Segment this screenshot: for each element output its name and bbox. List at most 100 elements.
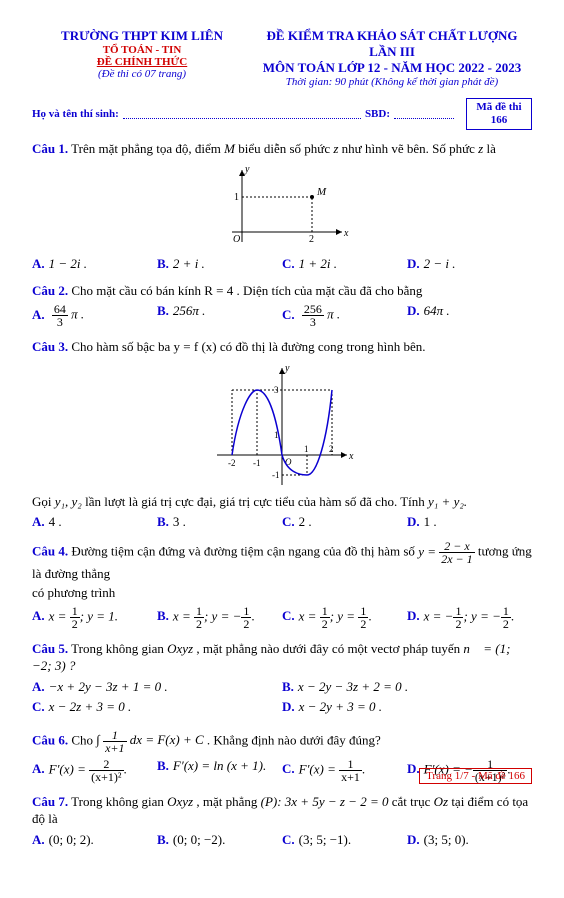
q5-D: x − 2y + 3 = 0 . [299,699,382,714]
q7-label: Câu 7. [32,794,68,809]
header-left: TRƯỜNG THPT KIM LIÊN TỔ TOÁN - TIN ĐỀ CH… [32,28,252,88]
svg-text:3: 3 [274,385,279,395]
sbd-dots [394,108,454,119]
q7-A: (0; 0; 2). [49,832,94,847]
svg-text:1: 1 [274,430,279,440]
q4-options: A.x = 12; y = 1. B.x = 12; y = −12. C.x … [32,605,532,630]
q2-A-label: A. [32,307,45,322]
q2-A-suf: π . [71,307,84,322]
q4-text-a: Đường tiệm cận đứng và đường tiệm cận ng… [71,544,418,559]
q3-options: A.4 . B.3 . C.2 . D.1 . [32,514,532,530]
q3-ylabel: y [284,363,290,374]
q3-C-label: C. [282,514,295,529]
q1-ylabel: y [244,164,250,175]
svg-text:2: 2 [329,444,334,454]
q4-text-c: có phương trình [32,585,532,601]
svg-text:-1: -1 [272,470,280,480]
svg-text:-1: -1 [253,458,261,468]
name-label: Họ và tên thí sinh: [32,108,119,120]
q6-B: F′(x) = ln (x + 1). [173,758,266,773]
q3-D-label: D. [407,514,420,529]
q3-text: Cho hàm số bậc ba y = f (x) có đồ thị là… [71,339,425,354]
q7-C: (3; 5; −1). [299,832,351,847]
q5-label: Câu 5. [32,641,68,656]
q2-text: Cho mặt cầu có bán kính R = 4 . Diện tíc… [71,283,422,298]
q7-text-c: cắt trục [392,794,434,809]
sbd-label: SBD: [365,108,390,120]
q1-D-label: D. [407,256,420,271]
q1-B-label: B. [157,256,169,271]
question-3: Câu 3. Cho hàm số bậc ba y = f (x) có đồ… [32,338,532,356]
q1-xlabel: x [343,228,349,239]
q5-B: x − 2y − 3z + 2 = 0 . [298,679,408,694]
q1-M: M [224,141,235,156]
official-stamp: ĐỀ CHÍNH THỨC [32,56,252,68]
q1-options: A.1 − 2i . B.2 + i . C.1 + 2i . D.2 − i … [32,256,532,272]
q3-label: Câu 3. [32,339,68,354]
q3-y1y2: y₁, y₂ [55,494,82,509]
q3-figure: x y O -2-1 12 31 -1 [207,360,357,490]
school-name: TRƯỜNG THPT KIM LIÊN [32,28,252,44]
question-5: Câu 5. Trong không gian Oxyz , mặt phẳng… [32,640,532,675]
q2-B: 256π . [173,303,206,318]
q7-options: A.(0; 0; 2). B.(0; 0; −2). C.(3; 5; −1).… [32,832,532,848]
exam-code: 166 [473,114,525,127]
q1-A-label: A. [32,256,45,271]
q1-A: 1 − 2i . [49,256,87,271]
q6-text-a: Cho [71,732,96,747]
q1-label: Câu 1. [32,141,68,156]
exam-title: ĐỀ KIỂM TRA KHẢO SÁT CHẤT LƯỢNG LẦN III [252,28,532,60]
q3-A: 4 . [49,514,62,529]
q1-origin: O [233,234,240,245]
candidate-info-row: Họ và tên thí sinh: SBD: Mã đề thi 166 [32,98,532,130]
name-dots [123,108,361,119]
q5-text-b: , mặt phẳng nào dưới đây có một vectơ ph… [196,641,463,656]
q1-z2: z [478,141,483,156]
q5-options: A.−x + 2y − 3z + 1 = 0 . B.x − 2y − 3z +… [32,679,532,719]
q5-A: −x + 2y − 3z + 1 = 0 . [49,679,168,694]
q1-figure: x y O M 1 2 [212,162,352,252]
q1-C-label: C. [282,256,295,271]
header-right: ĐỀ KIỂM TRA KHẢO SÁT CHẤT LƯỢNG LẦN III … [252,28,532,88]
q4-label: Câu 4. [32,544,68,559]
question-6: Câu 6. Cho ∫ 1x+1 dx = F(x) + C . Khẳng … [32,729,532,754]
q1-point-label: M [316,186,327,198]
q2-label: Câu 2. [32,283,68,298]
q2-D: 64π . [424,303,450,318]
q5-C: x − 2z + 3 = 0 . [49,699,132,714]
q7-text-a: Trong không gian [71,794,167,809]
q6-label: Câu 6. [32,732,68,747]
question-2: Câu 2. Cho mặt cầu có bán kính R = 4 . D… [32,282,532,300]
q1-text-a: Trên mặt phẳng tọa độ, điểm [71,141,224,156]
exam-header: TRƯỜNG THPT KIM LIÊN TỔ TOÁN - TIN ĐỀ CH… [32,28,532,88]
q7-D: (3; 5; 0). [424,832,469,847]
q1-text-d: là [486,141,495,156]
q2-D-label: D. [407,303,420,318]
q2-B-label: B. [157,303,169,318]
q6-text-b: . Khẳng định nào dưới đây đúng? [207,732,381,747]
q1-D: 2 − i . [424,256,456,271]
subject-line: MÔN TOÁN LỚP 12 - NĂM HỌC 2022 - 2023 [252,60,532,76]
q3-C: 2 . [299,514,312,529]
q3-B: 3 . [173,514,186,529]
q1-text-c: như hình vẽ bên. Số phức [342,141,479,156]
question-1: Câu 1. Trên mặt phẳng tọa độ, điểm M biể… [32,140,532,158]
dept-name: TỔ TOÁN - TIN [32,44,252,56]
q2-C-suf: π . [327,307,340,322]
page-footer: Trang 1/7 - Mã đề 166 [419,768,532,784]
q3-fa: Gọi [32,494,55,509]
q3-xlabel: x [348,451,354,462]
q3-B-label: B. [157,514,169,529]
pages-note: (Đề thi có 07 trang) [32,68,252,80]
q3-D: 1 . [424,514,437,529]
question-4: Câu 4. Đường tiệm cận đứng và đường tiệm… [32,540,532,583]
q3-followup: Gọi y₁, y₂ lần lượt là giá trị cực đại, … [32,494,532,510]
q1-xtick: 2 [309,234,314,245]
q1-ytick: 1 [234,192,239,203]
q7-B: (0; 0; −2). [173,832,225,847]
q2-A-frac: 643 [52,303,68,328]
q1-B: 2 + i . [173,256,205,271]
exam-code-box: Mã đề thi 166 [466,98,532,130]
q1-text-b: biểu diễn số phức [238,141,333,156]
q3-fb: lần lượt là giá trị cực đại, giá trị cực… [85,494,428,509]
